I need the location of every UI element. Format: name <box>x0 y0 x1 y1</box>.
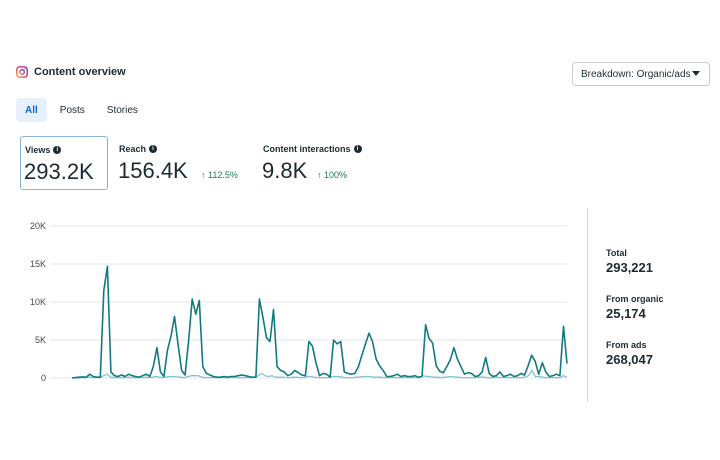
chart-divider <box>587 208 588 402</box>
metric-views-value: 293.2K <box>24 159 94 184</box>
instagram-icon <box>16 66 28 78</box>
metric-views-label: Views <box>25 145 51 155</box>
stat-ads-label: From ads <box>606 340 647 350</box>
metric-interactions-value: 9.8K <box>262 158 308 183</box>
info-icon[interactable]: i <box>353 145 362 153</box>
metric-reach-change: ↑ 112.5% <box>201 170 238 180</box>
y-tick-label: 5K <box>35 335 46 345</box>
y-tick-label: 0 <box>41 373 46 383</box>
metric-views[interactable]: Views i 293.2K <box>20 136 108 190</box>
metric-reach[interactable]: Reach i 156.4K ↑ 112.5% <box>115 136 255 190</box>
stat-organic-label: From organic <box>606 294 664 304</box>
y-tick-label: 15K <box>30 259 46 269</box>
stat-organic: From organic 25,174 <box>606 294 664 321</box>
title-wrap: Content overview <box>16 66 126 78</box>
metric-reach-label-wrap: Reach i <box>119 144 158 154</box>
breakdown-dropdown[interactable]: Breakdown: Organic/ads <box>572 62 710 86</box>
breakdown-label: Breakdown: Organic/ads <box>581 68 691 80</box>
metric-content-interactions[interactable]: Content interactions i 9.8K ↑ 100% <box>259 136 399 190</box>
tab-all[interactable]: All <box>16 98 47 122</box>
metric-interactions-label-wrap: Content interactions i <box>263 144 362 154</box>
chart-y-ticks: 0 5K 10K 15K 20K <box>30 221 46 383</box>
metric-interactions-label: Content interactions <box>263 144 351 154</box>
chart-series <box>71 265 568 379</box>
content-tabs: All Posts Stories <box>16 98 147 122</box>
page-title: Content overview <box>34 66 126 78</box>
metric-reach-label: Reach <box>119 144 147 154</box>
tab-stories[interactable]: Stories <box>106 104 138 116</box>
stat-total-label: Total <box>606 248 627 258</box>
stat-ads: From ads 268,047 <box>606 340 653 367</box>
chart-grid <box>50 225 567 379</box>
info-icon[interactable]: i <box>53 146 62 154</box>
stat-total: Total 293,221 <box>606 248 653 275</box>
chevron-down-icon <box>692 71 700 76</box>
stat-organic-value: 25,174 <box>606 306 646 321</box>
tab-posts[interactable]: Posts <box>59 104 85 116</box>
metric-views-label-wrap: Views i <box>25 145 62 155</box>
stat-total-value: 293,221 <box>606 260 653 275</box>
metric-interactions-change: ↑ 100% <box>317 170 348 180</box>
y-tick-label: 10K <box>30 297 46 307</box>
series-line-organic <box>72 369 568 379</box>
series-line-total <box>71 265 568 379</box>
stat-ads-value: 268,047 <box>606 352 653 367</box>
content-overview-header: Content overview Breakdown: Organic/ads <box>16 62 710 88</box>
y-tick-label: 20K <box>30 221 46 231</box>
metric-reach-value: 156.4K <box>118 158 188 183</box>
info-icon[interactable]: i <box>149 145 158 153</box>
